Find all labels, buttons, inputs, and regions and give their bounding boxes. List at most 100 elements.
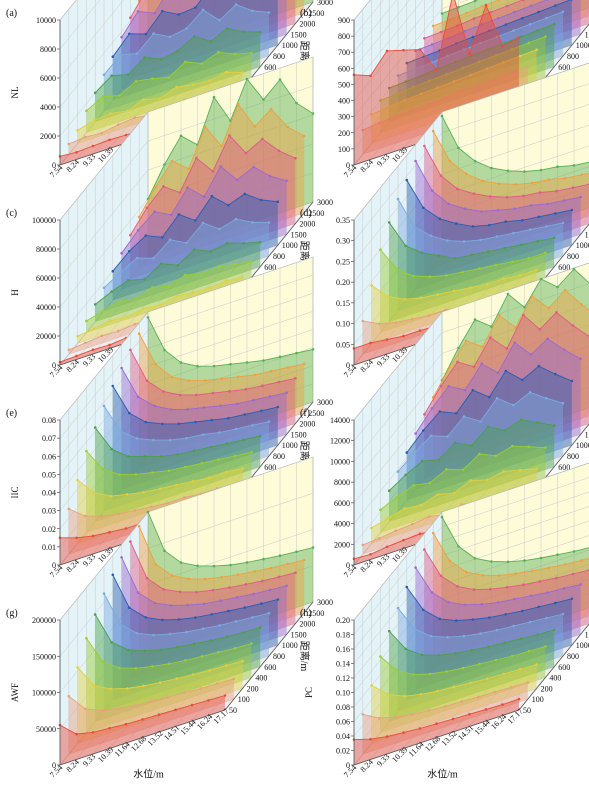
x-tick-label: 7.54 [48,563,64,579]
y-axis-label: PC [304,687,314,698]
data-point [468,52,471,56]
data-point [457,346,460,350]
data-point [456,187,459,191]
depth-tick-label: 3000 [317,598,333,607]
data-point [431,24,435,28]
data-point [562,348,566,352]
data-point [162,588,165,591]
data-point [521,219,524,222]
data-point [244,583,248,586]
series-area-2500 [139,0,305,68]
data-point [277,575,281,579]
data-point [67,142,71,146]
data-point [218,19,221,22]
data-point [527,445,531,449]
data-point [419,503,423,507]
data-point [201,433,205,436]
series-area-3000 [148,79,313,257]
data-point [258,30,262,34]
data-point [102,286,106,290]
data-point [430,189,434,192]
data-point [110,447,113,451]
y-tick-label: 0.02 [336,747,350,756]
data-point [402,538,405,542]
data-point [261,579,264,583]
data-point [471,618,475,621]
data-point [505,4,509,8]
data-point [411,522,414,526]
depth-tick-label: 800 [567,452,579,461]
data-point [440,515,444,519]
data-point [387,489,391,492]
data-point [120,366,123,370]
data-point [579,357,582,361]
data-point [117,329,120,333]
series-line-1500 [121,0,164,38]
series-area-1000 [406,180,572,301]
data-point [169,213,173,217]
data-point [146,510,150,514]
data-point [486,250,490,253]
data-point [571,572,575,576]
data-point [118,666,121,670]
data-point [414,432,417,435]
data-point [427,314,431,317]
data-point [166,501,170,505]
data-point [493,78,497,81]
data-point [536,421,539,424]
data-point [418,727,422,730]
data-point [447,601,450,604]
data-point [370,284,373,287]
data-point [143,649,146,653]
data-point [220,144,223,148]
data-point [161,618,164,622]
data-point [521,609,524,613]
data-point [503,641,506,644]
data-point [110,641,113,644]
y-tick-label: 0 [346,561,350,570]
data-point [528,391,532,394]
data-point [478,60,481,63]
data-point [117,123,120,126]
data-point [412,274,415,278]
series-area-2500 [433,290,589,468]
data-point [167,469,171,472]
data-point [446,435,449,438]
depth-gridline-floor [433,415,589,469]
data-point [505,195,509,199]
data-point [75,536,78,540]
data-point [457,146,460,150]
data-point [535,268,538,272]
data-point [385,735,389,738]
data-point [494,454,498,458]
depth-tick-label: 1000 [282,41,298,50]
depth-tick-label: 200 [247,684,259,693]
data-point [580,559,583,562]
data-point [403,98,406,102]
data-point [530,181,534,185]
data-point [485,282,489,286]
series-area-600 [389,222,555,322]
data-point [158,487,162,490]
data-point [208,286,211,290]
data-point [537,364,541,368]
series-area-1500 [121,166,287,290]
data-point [526,681,530,684]
data-point [472,365,476,369]
data-point [522,583,525,586]
data-point [494,263,498,267]
data-point [387,221,391,224]
data-point [503,429,506,432]
depth-tick-label: 1500 [291,430,307,439]
data-point [413,225,416,229]
data-point [430,407,434,410]
data-point [241,467,244,470]
depth-gridline-floor [86,677,252,733]
data-point [446,239,449,242]
data-point [161,9,164,13]
data-point [108,138,111,142]
data-point [250,51,253,55]
data-point [461,666,465,670]
data-point [129,233,132,237]
data-point [166,696,170,699]
